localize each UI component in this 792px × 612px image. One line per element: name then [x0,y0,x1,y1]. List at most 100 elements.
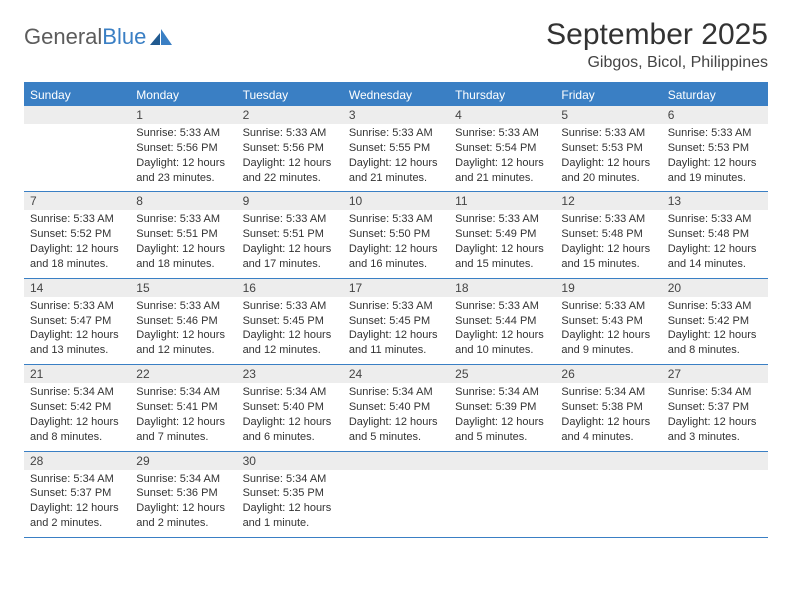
weekday-thursday: Thursday [449,84,555,106]
month-title: September 2025 [546,18,768,52]
cell-body: Sunrise: 5:33 AMSunset: 5:51 PMDaylight:… [237,210,343,277]
cell-body: Sunrise: 5:34 AMSunset: 5:40 PMDaylight:… [237,383,343,450]
cell-date [449,452,555,470]
cell-body: Sunrise: 5:33 AMSunset: 5:45 PMDaylight:… [237,297,343,364]
cell-date: 21 [24,365,130,383]
daylight-text: Daylight: 12 hours and 2 minutes. [30,501,124,531]
sunset-text: Sunset: 5:46 PM [136,314,230,329]
sunrise-text: Sunrise: 5:34 AM [30,385,124,400]
calendar-cell: 12Sunrise: 5:33 AMSunset: 5:48 PMDayligh… [555,192,661,277]
sunset-text: Sunset: 5:50 PM [349,227,443,242]
sunrise-text: Sunrise: 5:33 AM [349,212,443,227]
cell-date: 20 [662,279,768,297]
sunset-text: Sunset: 5:40 PM [243,400,337,415]
cell-date [24,106,130,124]
calendar-cell: 25Sunrise: 5:34 AMSunset: 5:39 PMDayligh… [449,365,555,450]
daylight-text: Daylight: 12 hours and 19 minutes. [668,156,762,186]
daylight-text: Daylight: 12 hours and 18 minutes. [30,242,124,272]
daylight-text: Daylight: 12 hours and 21 minutes. [455,156,549,186]
sunset-text: Sunset: 5:44 PM [455,314,549,329]
sunset-text: Sunset: 5:40 PM [349,400,443,415]
cell-date: 5 [555,106,661,124]
daylight-text: Daylight: 12 hours and 2 minutes. [136,501,230,531]
logo-text: GeneralBlue [24,24,146,50]
sunrise-text: Sunrise: 5:33 AM [668,212,762,227]
cell-date: 30 [237,452,343,470]
sunset-text: Sunset: 5:45 PM [349,314,443,329]
calendar-cell: 3Sunrise: 5:33 AMSunset: 5:55 PMDaylight… [343,106,449,191]
sunrise-text: Sunrise: 5:33 AM [136,212,230,227]
daylight-text: Daylight: 12 hours and 16 minutes. [349,242,443,272]
sunset-text: Sunset: 5:43 PM [561,314,655,329]
sunset-text: Sunset: 5:55 PM [349,141,443,156]
sunset-text: Sunset: 5:48 PM [668,227,762,242]
daylight-text: Daylight: 12 hours and 5 minutes. [455,415,549,445]
weekday-tuesday: Tuesday [237,84,343,106]
logo: GeneralBlue [24,24,172,50]
cell-date: 28 [24,452,130,470]
sunrise-text: Sunrise: 5:34 AM [136,385,230,400]
cell-date: 7 [24,192,130,210]
cell-body: Sunrise: 5:33 AMSunset: 5:52 PMDaylight:… [24,210,130,277]
sunrise-text: Sunrise: 5:33 AM [455,299,549,314]
cell-body: Sunrise: 5:33 AMSunset: 5:56 PMDaylight:… [130,124,236,191]
calendar-cell: 19Sunrise: 5:33 AMSunset: 5:43 PMDayligh… [555,279,661,364]
calendar-cell: 1Sunrise: 5:33 AMSunset: 5:56 PMDaylight… [130,106,236,191]
sunrise-text: Sunrise: 5:34 AM [243,385,337,400]
cell-body: Sunrise: 5:34 AMSunset: 5:35 PMDaylight:… [237,470,343,537]
sunrise-text: Sunrise: 5:33 AM [243,212,337,227]
daylight-text: Daylight: 12 hours and 1 minute. [243,501,337,531]
daylight-text: Daylight: 12 hours and 6 minutes. [243,415,337,445]
cell-body: Sunrise: 5:33 AMSunset: 5:53 PMDaylight:… [662,124,768,191]
title-block: September 2025 Gibgos, Bicol, Philippine… [546,18,768,72]
calendar-cell: 24Sunrise: 5:34 AMSunset: 5:40 PMDayligh… [343,365,449,450]
logo-sail-icon [150,29,172,45]
cell-body: Sunrise: 5:33 AMSunset: 5:51 PMDaylight:… [130,210,236,277]
calendar-cell: 22Sunrise: 5:34 AMSunset: 5:41 PMDayligh… [130,365,236,450]
cell-body: Sunrise: 5:33 AMSunset: 5:50 PMDaylight:… [343,210,449,277]
sunrise-text: Sunrise: 5:33 AM [455,212,549,227]
calendar-cell: 18Sunrise: 5:33 AMSunset: 5:44 PMDayligh… [449,279,555,364]
calendar-cell: 26Sunrise: 5:34 AMSunset: 5:38 PMDayligh… [555,365,661,450]
calendar-cell: 10Sunrise: 5:33 AMSunset: 5:50 PMDayligh… [343,192,449,277]
location: Gibgos, Bicol, Philippines [546,54,768,72]
calendar-cell: 16Sunrise: 5:33 AMSunset: 5:45 PMDayligh… [237,279,343,364]
sunrise-text: Sunrise: 5:33 AM [668,299,762,314]
cell-body: Sunrise: 5:34 AMSunset: 5:40 PMDaylight:… [343,383,449,450]
cell-date: 3 [343,106,449,124]
cell-body: Sunrise: 5:33 AMSunset: 5:49 PMDaylight:… [449,210,555,277]
cell-date: 14 [24,279,130,297]
cell-body: Sunrise: 5:33 AMSunset: 5:56 PMDaylight:… [237,124,343,191]
calendar-cell: 27Sunrise: 5:34 AMSunset: 5:37 PMDayligh… [662,365,768,450]
daylight-text: Daylight: 12 hours and 7 minutes. [136,415,230,445]
cell-body: Sunrise: 5:33 AMSunset: 5:45 PMDaylight:… [343,297,449,364]
sunset-text: Sunset: 5:41 PM [136,400,230,415]
daylight-text: Daylight: 12 hours and 5 minutes. [349,415,443,445]
sunset-text: Sunset: 5:36 PM [136,486,230,501]
sunrise-text: Sunrise: 5:33 AM [455,126,549,141]
sunrise-text: Sunrise: 5:34 AM [455,385,549,400]
daylight-text: Daylight: 12 hours and 15 minutes. [561,242,655,272]
calendar-cell: 14Sunrise: 5:33 AMSunset: 5:47 PMDayligh… [24,279,130,364]
cell-body: Sunrise: 5:33 AMSunset: 5:54 PMDaylight:… [449,124,555,191]
cell-date: 13 [662,192,768,210]
cell-body [343,470,449,524]
logo-text-general: General [24,24,102,49]
header: GeneralBlue September 2025 Gibgos, Bicol… [24,18,768,72]
cell-date: 25 [449,365,555,383]
cell-date: 26 [555,365,661,383]
sunrise-text: Sunrise: 5:33 AM [561,126,655,141]
sunrise-text: Sunrise: 5:33 AM [561,299,655,314]
daylight-text: Daylight: 12 hours and 17 minutes. [243,242,337,272]
cell-date: 17 [343,279,449,297]
cell-date: 15 [130,279,236,297]
cell-body: Sunrise: 5:33 AMSunset: 5:46 PMDaylight:… [130,297,236,364]
weekday-row: Sunday Monday Tuesday Wednesday Thursday… [24,84,768,106]
cell-date: 1 [130,106,236,124]
calendar-cell [24,106,130,191]
cell-body: Sunrise: 5:33 AMSunset: 5:53 PMDaylight:… [555,124,661,191]
sunset-text: Sunset: 5:48 PM [561,227,655,242]
sunrise-text: Sunrise: 5:34 AM [243,472,337,487]
sunrise-text: Sunrise: 5:33 AM [349,126,443,141]
sunrise-text: Sunrise: 5:33 AM [136,126,230,141]
